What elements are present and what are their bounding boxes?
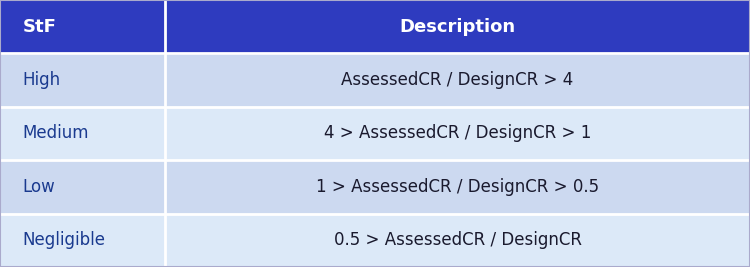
Bar xyxy=(0,160,165,214)
Text: 1 > AssessedCR / DesignCR > 0.5: 1 > AssessedCR / DesignCR > 0.5 xyxy=(316,178,599,196)
Text: Description: Description xyxy=(400,18,515,36)
Bar xyxy=(0,0,165,53)
Text: AssessedCR / DesignCR > 4: AssessedCR / DesignCR > 4 xyxy=(341,71,574,89)
Text: Negligible: Negligible xyxy=(22,231,106,249)
Bar xyxy=(165,53,750,107)
Text: Medium: Medium xyxy=(22,124,89,143)
Bar xyxy=(165,214,750,267)
Text: StF: StF xyxy=(22,18,56,36)
Text: Low: Low xyxy=(22,178,56,196)
Bar xyxy=(165,160,750,214)
Bar xyxy=(165,107,750,160)
Text: 0.5 > AssessedCR / DesignCR: 0.5 > AssessedCR / DesignCR xyxy=(334,231,581,249)
Bar xyxy=(0,107,165,160)
Bar xyxy=(0,53,165,107)
Text: High: High xyxy=(22,71,61,89)
Text: 4 > AssessedCR / DesignCR > 1: 4 > AssessedCR / DesignCR > 1 xyxy=(324,124,591,143)
Bar xyxy=(0,214,165,267)
Bar xyxy=(165,0,750,53)
